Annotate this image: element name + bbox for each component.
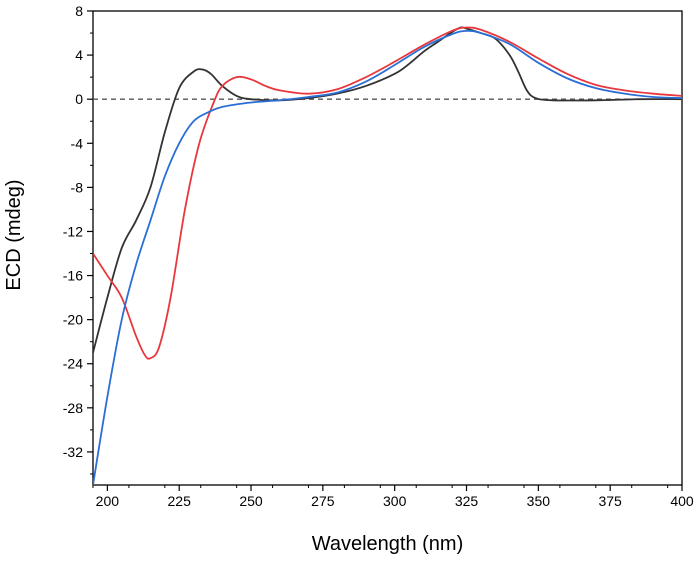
y-tick-label: -20 <box>63 312 83 328</box>
x-axis-title: Wavelength (nm) <box>312 533 464 555</box>
plot-area: 200 225 250 275 300 325 350 375 400 8 4 0 -4 -8 -12 -16… <box>63 3 694 509</box>
y-tick-label: -28 <box>63 400 83 416</box>
y-tick-label: -16 <box>63 268 83 284</box>
x-tick-label: 325 <box>455 493 479 509</box>
x-tick-label: 375 <box>598 493 622 509</box>
x-tick-label: 300 <box>383 493 407 509</box>
x-tick-label: 275 <box>311 493 335 509</box>
series-line-red <box>93 26 682 360</box>
y-tick-label: -24 <box>63 356 83 372</box>
x-tick-label: 200 <box>96 493 120 509</box>
y-axis-title: ECD (mdeg) <box>3 179 25 290</box>
x-tick-label: 250 <box>239 493 263 509</box>
x-tick-label: 400 <box>670 493 694 509</box>
series-line-dark <box>93 26 682 353</box>
y-tick-label: -12 <box>63 223 83 239</box>
y-tick-label: -32 <box>63 444 83 460</box>
y-tick-label: -8 <box>71 179 84 195</box>
y-tick-label: 8 <box>75 3 83 19</box>
series-line-blue <box>93 29 682 485</box>
plot-frame <box>92 10 683 486</box>
x-tick-label: 350 <box>527 493 551 509</box>
x-tick-label: 225 <box>168 493 192 509</box>
y-tick-label: 0 <box>75 91 83 107</box>
y-tick-label: -4 <box>71 135 84 151</box>
y-tick-label: 4 <box>75 47 83 63</box>
